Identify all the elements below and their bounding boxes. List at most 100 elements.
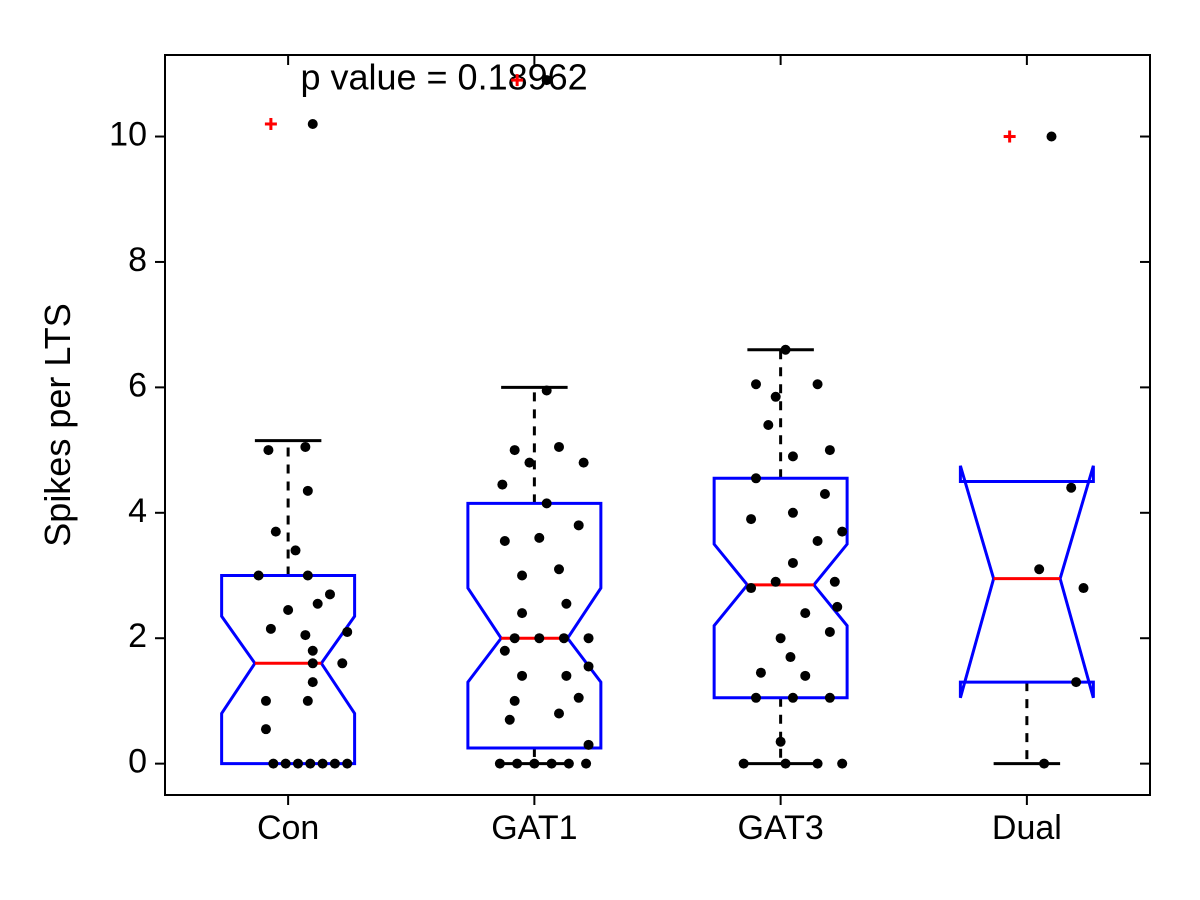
scatter-point [283,605,293,615]
scatter-point [813,379,823,389]
scatter-point [751,693,761,703]
y-tick-label: 10 [109,116,147,154]
scatter-point [800,608,810,618]
scatter-point [771,392,781,402]
scatter-point [342,627,352,637]
y-tick-label: 0 [128,743,147,781]
scatter-point [788,508,798,518]
scatter-point [308,658,318,668]
scatter-point [308,677,318,687]
scatter-point [500,646,510,656]
scatter-point [739,759,749,769]
scatter-point [505,715,515,725]
y-tick-label: 4 [128,492,147,530]
scatter-point [1034,564,1044,574]
boxplot-chart: 0246810ConGAT1GAT3DualSpikes per LTSp va… [0,0,1200,900]
scatter-point [512,759,522,769]
scatter-point [337,658,347,668]
scatter-point [785,652,795,662]
scatter-point [781,345,791,355]
scatter-point [1066,483,1076,493]
scatter-point [517,571,527,581]
scatter-point [510,445,520,455]
scatter-point [291,545,301,555]
x-tick-label: GAT3 [737,809,823,847]
scatter-point [547,759,557,769]
scatter-point [517,671,527,681]
scatter-point [1079,583,1089,593]
scatter-point [746,514,756,524]
scatter-point [771,577,781,587]
scatter-point [1039,759,1049,769]
scatter-point [542,75,552,85]
scatter-point [261,724,271,734]
scatter-point [495,759,505,769]
scatter-point [781,759,791,769]
scatter-point [788,558,798,568]
scatter-point [756,668,766,678]
scatter-point [303,571,313,581]
scatter-point [261,696,271,706]
scatter-point [746,583,756,593]
scatter-point [751,379,761,389]
scatter-point [300,442,310,452]
scatter-point [554,708,564,718]
scatter-point [788,451,798,461]
scatter-point [776,633,786,643]
scatter-point [763,420,773,430]
scatter-point [542,498,552,508]
scatter-point [584,661,594,671]
scatter-point [751,473,761,483]
scatter-point [579,458,589,468]
scatter-point [554,442,564,452]
scatter-point [254,571,264,581]
scatter-point [776,737,786,747]
scatter-point [271,527,281,537]
scatter-point [266,624,276,634]
scatter-point [584,633,594,643]
y-tick-label: 2 [128,617,147,655]
scatter-point [825,445,835,455]
scatter-point [830,577,840,587]
scatter-point [313,599,323,609]
scatter-point [305,759,315,769]
scatter-point [788,693,798,703]
scatter-point [820,489,830,499]
scatter-point [268,759,278,769]
scatter-point [534,533,544,543]
scatter-point [303,696,313,706]
scatter-point [308,646,318,656]
scatter-point [318,759,328,769]
scatter-point [559,633,569,643]
scatter-point [1071,677,1081,687]
scatter-point [308,119,318,129]
scatter-point [300,630,310,640]
scatter-point [813,536,823,546]
scatter-point [542,386,552,396]
scatter-point [510,696,520,706]
scatter-point [330,759,340,769]
scatter-point [517,608,527,618]
scatter-point [561,671,571,681]
y-axis-label: Spikes per LTS [37,303,78,546]
scatter-point [574,520,584,530]
scatter-point [529,759,539,769]
scatter-point [581,759,591,769]
scatter-point [342,759,352,769]
scatter-point [263,445,273,455]
scatter-point [534,633,544,643]
scatter-point [303,486,313,496]
scatter-point [564,759,574,769]
scatter-point [813,759,823,769]
scatter-point [524,458,534,468]
scatter-point [497,480,507,490]
scatter-point [561,599,571,609]
scatter-point [584,740,594,750]
scatter-point [281,759,291,769]
scatter-point [825,627,835,637]
x-tick-label: GAT1 [491,809,577,847]
scatter-point [554,564,564,574]
scatter-point [1047,132,1057,142]
y-tick-label: 8 [128,241,147,279]
y-tick-label: 6 [128,366,147,404]
